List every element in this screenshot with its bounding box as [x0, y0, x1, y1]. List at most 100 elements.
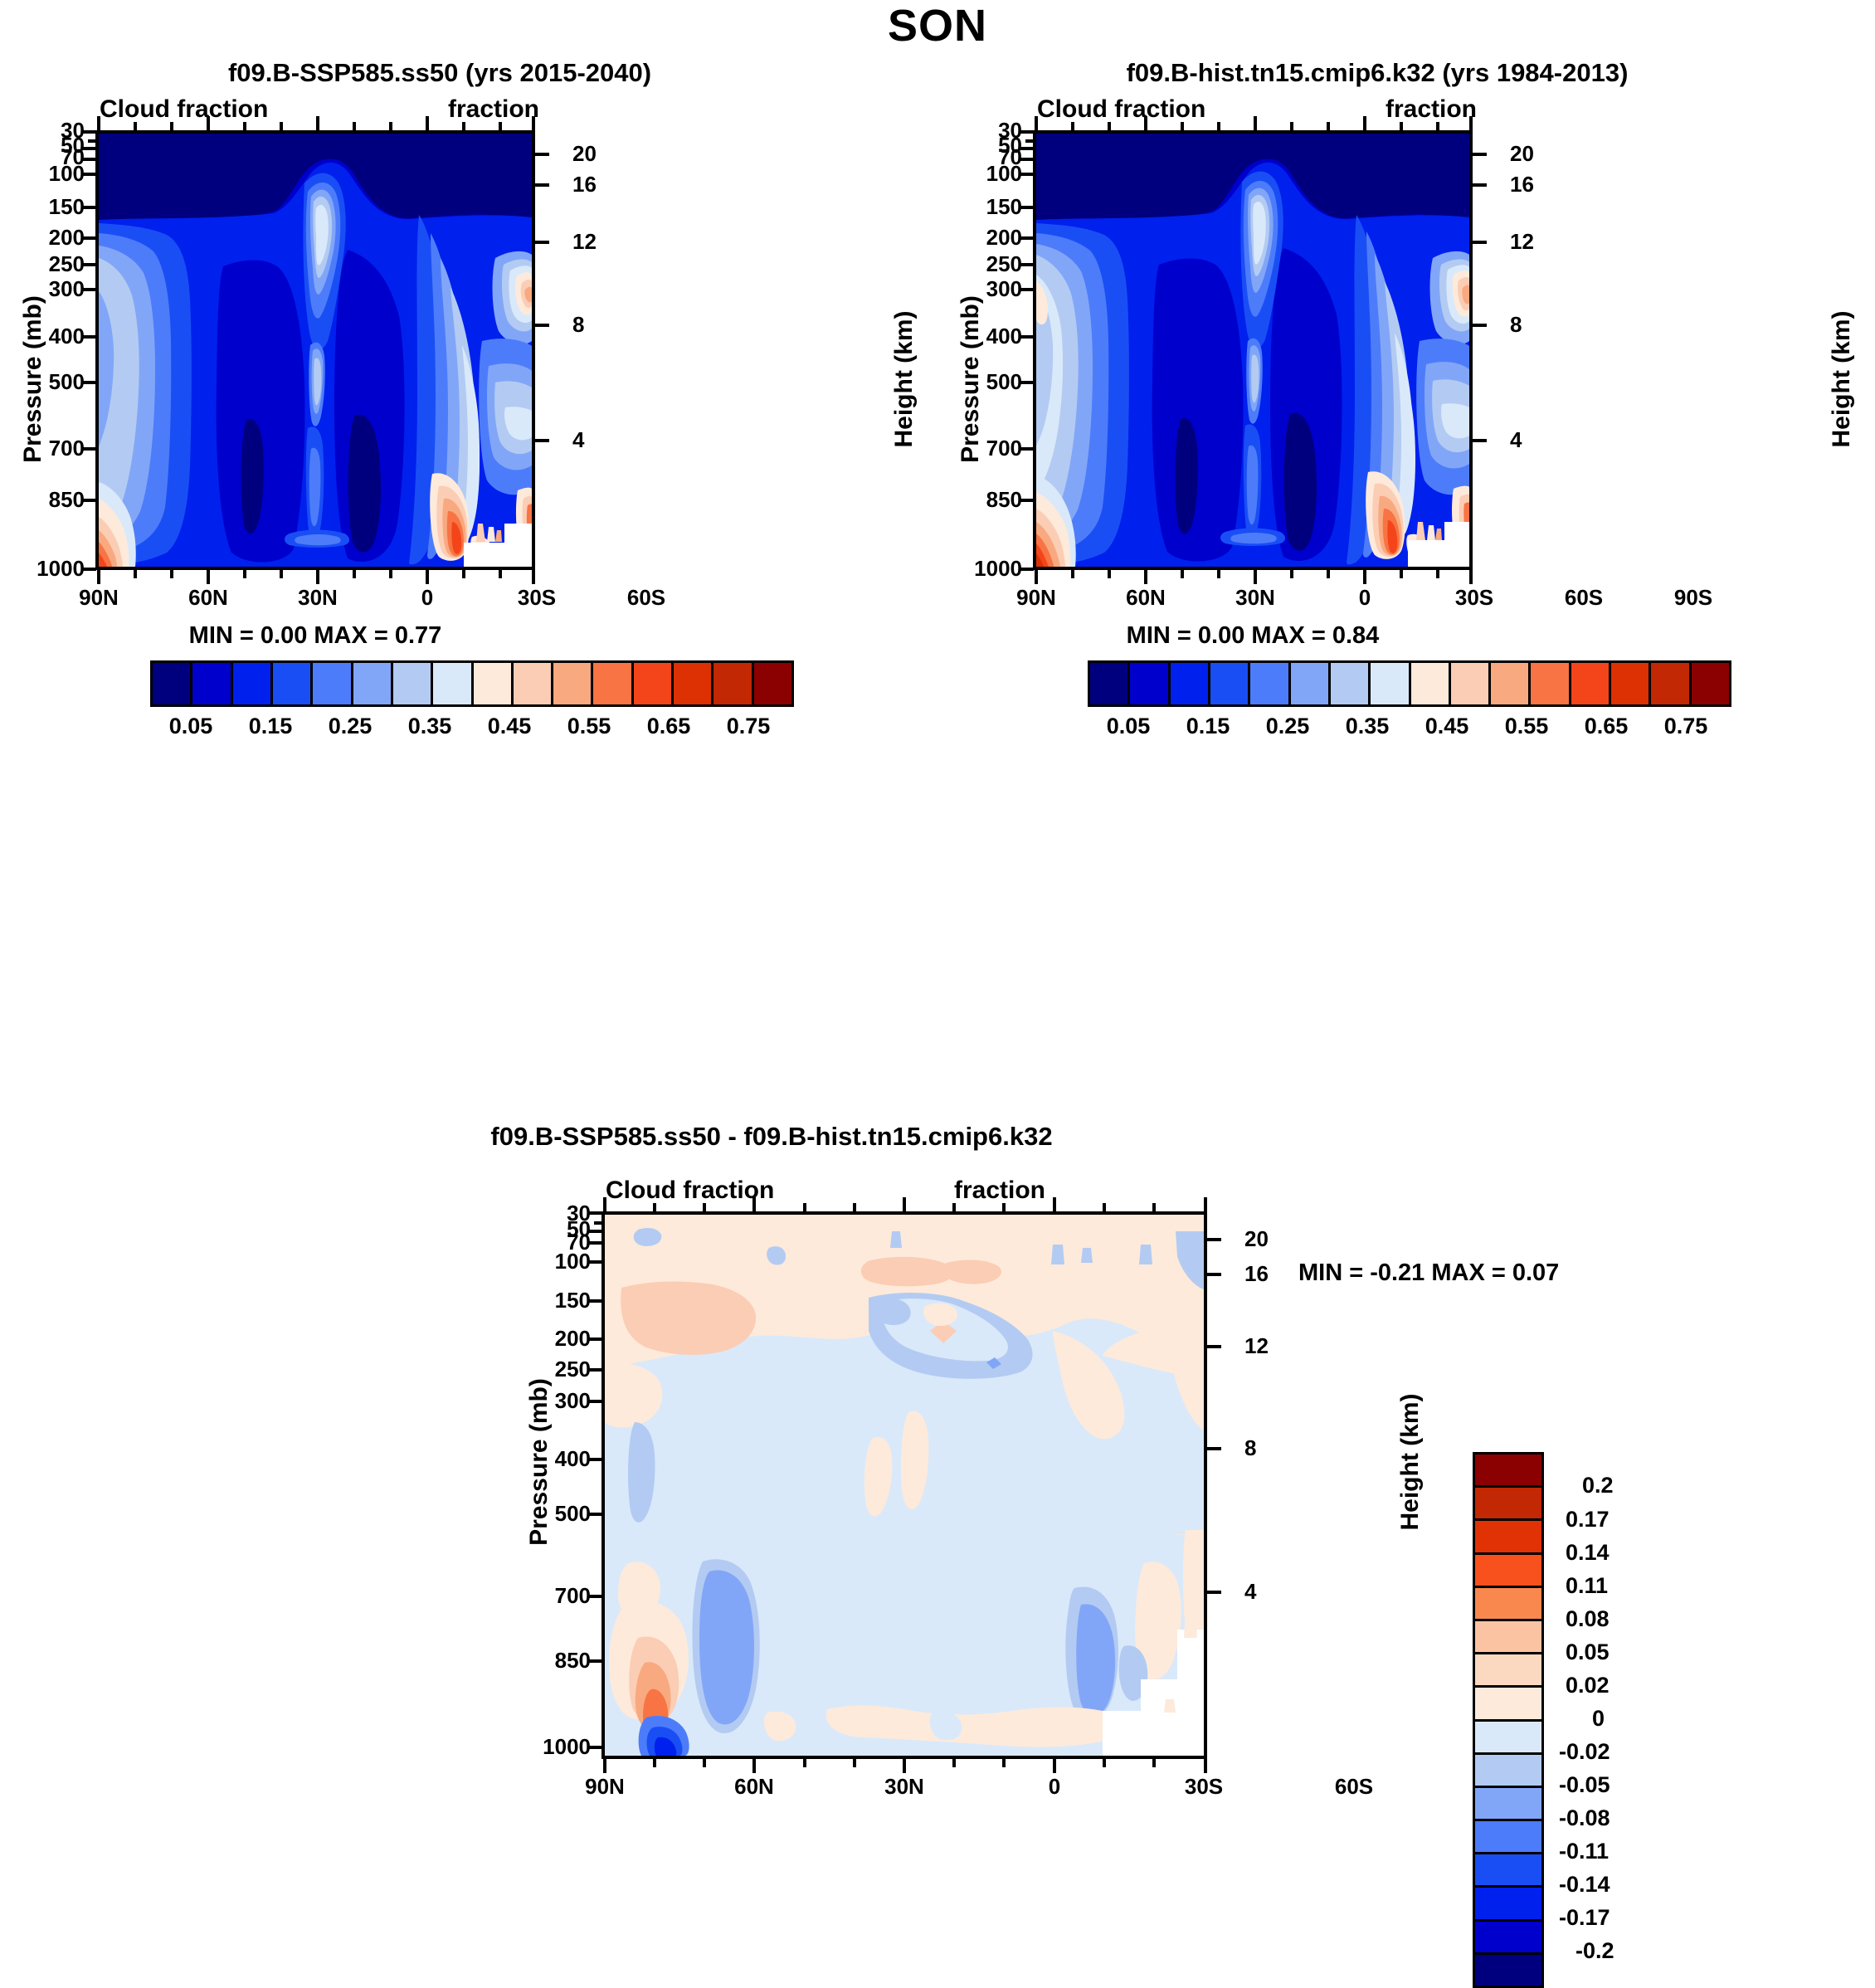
panel-right-ytickmark: [1020, 147, 1034, 150]
panel-right-cbar-label: 0.35: [1345, 714, 1390, 738]
cbar-label: 0.17: [1566, 1507, 1610, 1532]
panel-difference-xtick-30S: 30S: [1184, 1774, 1224, 1799]
panel-difference-xtick-90N: 90N: [585, 1774, 625, 1799]
panel-left-y2tickmark: [535, 439, 549, 442]
cbar-label: -0.2: [1575, 1938, 1614, 1963]
panel-difference-xtickmark: [1204, 1759, 1207, 1773]
panel-right-toptickmark: [1363, 116, 1366, 130]
panel-left-xtickmark: [499, 570, 502, 578]
panel-difference-ytickmark: [588, 1458, 602, 1461]
panel-left-cbar-label: 0.35: [407, 714, 452, 738]
panel-difference-y2tick-16: 16: [1244, 1261, 1269, 1286]
panel-left-ytick-400: 400: [48, 324, 85, 348]
panel-difference-xtickmark: [952, 1759, 956, 1767]
panel-right-colorbar: [1088, 660, 1731, 707]
panel-left-ytickmark: [82, 130, 96, 134]
panel-difference-y2tickmark: [1207, 1273, 1221, 1276]
panel-difference-xtickmark: [1152, 1759, 1156, 1767]
panel-difference-xtickmark: [803, 1759, 806, 1767]
colorbar-swatch: [313, 663, 353, 704]
colorbar-swatch: [1090, 663, 1131, 704]
panel-left-cbar-label: 0.45: [487, 714, 532, 738]
panel-right-xtickmark: [1144, 570, 1147, 584]
panel-left-ytickmark: [82, 381, 96, 384]
colorbar-swatch: [473, 663, 514, 704]
panel-right-ytickmark: [1020, 206, 1034, 209]
panel-left: f09.B-SSP585.ss50 (yrs 2015-2040) Cloud …: [0, 50, 938, 1128]
panel-left-ytick-500: 500: [48, 369, 85, 394]
panel-right-toptickmark: [1400, 122, 1403, 130]
panel-left-cbar-label: 0.05: [168, 714, 213, 738]
panel-difference-xtick-60S: 60S: [1334, 1774, 1374, 1799]
panel-left-xtickmark: [462, 570, 465, 578]
panel-difference-y2tick-8: 8: [1244, 1435, 1257, 1460]
panel-left-ytickmark: [82, 236, 96, 240]
panel-left-toptickmark: [207, 116, 210, 130]
panel-difference-ytickmark: [588, 1595, 602, 1598]
panel-right-y2tickmark: [1473, 241, 1487, 244]
panel-difference-y2-axis-title: Height (km): [1396, 1393, 1424, 1531]
panel-difference-minmax: MIN = -0.21 MAX = 0.07: [1298, 1260, 1560, 1286]
panel-right-ytickmark: [1020, 568, 1034, 571]
panel-left-cbar-label: 0.55: [567, 714, 611, 738]
panel-difference-ytick-100: 100: [554, 1249, 591, 1274]
panel-right-ytickmark: [1020, 335, 1034, 339]
panel-left-toptickmark: [532, 116, 535, 130]
colorbar-swatch: [272, 663, 314, 704]
panel-right-variable-label: Cloud fraction: [1037, 95, 1206, 123]
panel-difference: f09.B-SSP585.ss50 - f09.B-hist.tn15.cmip…: [0, 1104, 1875, 1988]
panel-difference-toptickmark: [952, 1203, 956, 1211]
panel-right-xtickmark: [1290, 570, 1293, 578]
panel-left-ytick-30: 30: [61, 118, 85, 143]
panel-difference-xtickmark: [903, 1759, 906, 1773]
panel-right-toptickmark: [1217, 122, 1220, 130]
panel-difference-ytickmark: [588, 1746, 602, 1749]
colorbar-swatch: [1475, 1454, 1541, 1489]
panel-right-cbar-label: 0.45: [1425, 714, 1469, 738]
panel-difference-ytick-1000: 1000: [543, 1734, 591, 1759]
panel-left-xtick-60S: 60S: [626, 585, 666, 610]
colorbar-swatch: [1410, 663, 1451, 704]
colorbar-swatch: [1475, 1854, 1541, 1888]
panel-difference-ytick-500: 500: [554, 1501, 591, 1526]
panel-left-ytickmark: [82, 568, 96, 571]
panel-left-y2tick-12: 12: [572, 229, 597, 254]
panel-right-xtick-60N: 60N: [1126, 585, 1166, 610]
panel-left-cbar-label: 0.15: [248, 714, 293, 738]
panel-difference-xtickmark: [703, 1759, 706, 1767]
panel-right-y2tick-12: 12: [1510, 229, 1534, 254]
panel-left-ytick-50: 50: [61, 133, 85, 158]
panel-right-toptickmark: [1436, 122, 1439, 130]
panel-difference-ytickmark: [588, 1338, 602, 1341]
panel-difference-y2tick-12: 12: [1244, 1333, 1269, 1358]
panel-left-title: f09.B-SSP585.ss50 (yrs 2015-2040): [227, 58, 652, 87]
panel-left-toptickmark: [243, 122, 246, 130]
panel-left-toptickmark: [316, 116, 319, 130]
colorbar-swatch: [1475, 1620, 1541, 1655]
panel-difference-y2tickmark: [1207, 1345, 1221, 1348]
panel-right-xtickmark: [1181, 570, 1184, 578]
panel-left-y2tick-8: 8: [572, 312, 585, 337]
panel-right-toptickmark: [1035, 116, 1038, 130]
panel-left-contour-field: [99, 134, 532, 567]
panel-difference-ytickmark: [594, 1221, 602, 1225]
colorbar-swatch: [753, 663, 791, 704]
panel-difference-ytick-250: 250: [554, 1357, 591, 1381]
panel-difference-y2tickmark: [1207, 1238, 1221, 1241]
panel-right-y2tickmark: [1473, 183, 1487, 187]
panel-right-cbar-label: 0.25: [1265, 714, 1310, 738]
panel-difference-toptickmark: [653, 1203, 656, 1211]
panel-left-ytickmark: [82, 499, 96, 502]
panel-right-cbar-label: 0.15: [1186, 714, 1230, 738]
panel-difference-xtickmark: [653, 1759, 656, 1767]
panel-difference-ytickmark: [588, 1513, 602, 1516]
panel-right-xtick-30S: 30S: [1454, 585, 1494, 610]
panel-right-y2tick-20: 20: [1510, 141, 1534, 166]
panel-right-xtick-90S: 90S: [1673, 585, 1713, 610]
panel-left-variable-label: Cloud fraction: [100, 95, 269, 123]
panel-right-ytick-700: 700: [986, 436, 1022, 460]
panel-left-ytick-700: 700: [48, 436, 85, 460]
panel-right-units-label: fraction: [1386, 95, 1478, 123]
panel-difference-ytick-700: 700: [554, 1583, 591, 1608]
panel-left-cbar-label: 0.65: [646, 714, 691, 738]
